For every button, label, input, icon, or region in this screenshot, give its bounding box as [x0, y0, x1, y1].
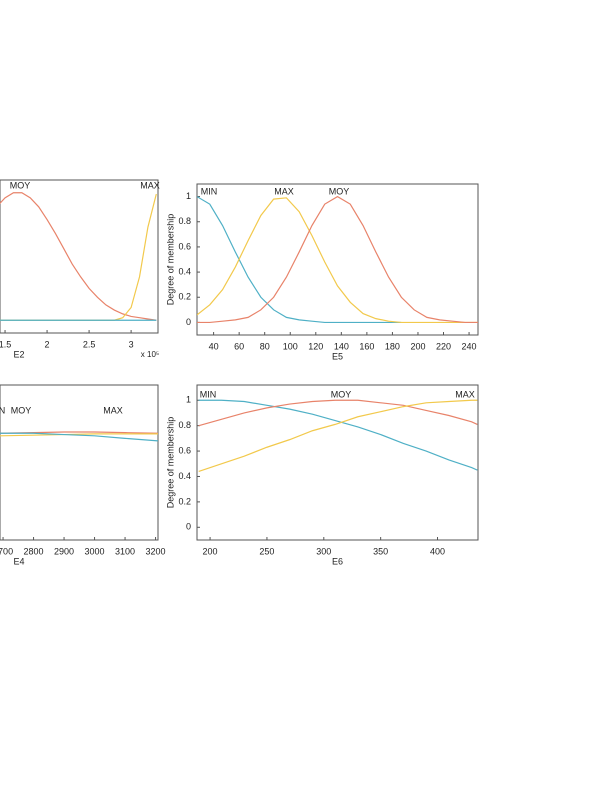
plot-area	[196, 183, 479, 336]
curve-label: MOY	[329, 186, 350, 196]
x-tick-label: 240	[462, 341, 477, 351]
y-tick-label: 0.6	[178, 241, 191, 251]
plot-lines	[197, 195, 478, 324]
x-tick-label: 3200	[146, 546, 166, 556]
x-tick-label: 220	[436, 341, 451, 351]
x-tick-label: 180	[385, 341, 400, 351]
y-tick-label: 0	[186, 522, 191, 532]
x-tick-label: 2900	[54, 546, 74, 556]
x-tick-label: 200	[410, 341, 425, 351]
membership-curve	[0, 192, 157, 321]
y-tick-label: 1	[186, 395, 191, 405]
curve-label: MAX	[455, 389, 475, 399]
curve-label: MIN	[0, 405, 5, 415]
x-tick-label: 100	[283, 341, 298, 351]
membership-curve	[197, 195, 478, 324]
x-tick-label: 2	[45, 339, 50, 349]
y-tick-label: 0.6	[178, 445, 191, 455]
chart-panel: 40 60 80 100 120 140 160 180 200 220 240 0 0.2 0.4 0.6…	[165, 183, 479, 361]
x-tick-label: 1.5	[0, 339, 11, 349]
x-tick-label: 2700	[0, 546, 13, 556]
x-tick-label: 400	[430, 546, 445, 556]
x-tick-label: 3000	[85, 546, 105, 556]
x-tick-label: 120	[308, 341, 323, 351]
y-tick-label: 0	[186, 317, 191, 327]
curve-label: MAX	[274, 186, 294, 196]
y-tick-label: 0.2	[178, 292, 191, 302]
y-tick-label: 0.8	[178, 420, 191, 430]
x-axis-label: E2	[13, 349, 24, 359]
x-tick-label: 3100	[115, 546, 135, 556]
membership-curve	[198, 399, 478, 427]
membership-curve	[0, 432, 158, 442]
x-tick-label: 2.5	[83, 339, 96, 349]
x-tick-label: 200	[203, 546, 218, 556]
chart-panel: 2700 2800 2900 3000 3100 3200 MIN MOY MAX E4	[0, 384, 166, 566]
chart-panel: 200 250 300 350 400 0 0.2 0.4 0.6 0.8 1 MIN MOY MAX E6…	[165, 384, 479, 566]
y-tick-label: 1	[186, 191, 191, 201]
x-tick-label: 3	[129, 339, 134, 349]
y-tick-label: 0.4	[178, 266, 191, 276]
chart-panel: 1.5 2 2.5 3 MOY MAX E2 x 10⁵	[0, 179, 160, 359]
plot-lines	[0, 431, 158, 442]
x-tick-label: 80	[260, 341, 270, 351]
x-multiplier: x 10⁵	[141, 350, 159, 359]
x-axis-label: E5	[332, 351, 343, 361]
plot-area	[196, 384, 479, 541]
curve-label: MIN	[200, 389, 217, 399]
x-tick-label: 40	[209, 341, 219, 351]
x-tick-label: 300	[316, 546, 331, 556]
membership-curve	[198, 399, 478, 471]
curve-label: MAX	[140, 180, 160, 190]
x-axis-label: E6	[332, 556, 343, 566]
curve-label: MOY	[11, 405, 32, 415]
plot-lines	[198, 399, 478, 472]
x-tick-label: 2800	[24, 546, 44, 556]
curve-label: MOY	[10, 180, 31, 190]
y-tick-label: 0.8	[178, 216, 191, 226]
y-axis-label: Degree of membership	[165, 417, 175, 509]
plot-area	[0, 384, 159, 541]
curve-label: MIN	[201, 186, 218, 196]
membership-curve	[0, 433, 158, 437]
plot-area	[0, 179, 159, 334]
y-tick-label: 0.2	[178, 496, 191, 506]
x-axis-label: E4	[13, 556, 24, 566]
plot-lines	[0, 192, 157, 321]
y-axis-label: Degree of membership	[165, 214, 175, 306]
x-tick-label: 60	[234, 341, 244, 351]
curve-label: MOY	[331, 389, 352, 399]
curve-label: MAX	[103, 405, 123, 415]
x-tick-label: 140	[334, 341, 349, 351]
y-tick-label: 0.4	[178, 471, 191, 481]
membership-curve	[197, 197, 478, 324]
membership-curve	[198, 399, 478, 472]
x-tick-label: 160	[359, 341, 374, 351]
x-tick-label: 250	[259, 546, 274, 556]
x-tick-label: 350	[373, 546, 388, 556]
membership-curve	[197, 196, 402, 324]
